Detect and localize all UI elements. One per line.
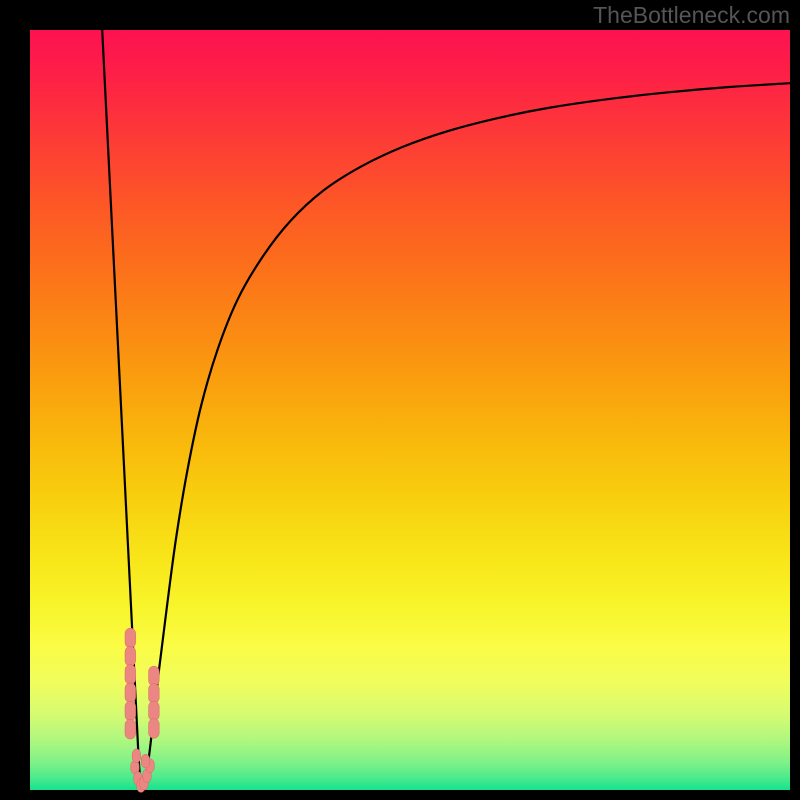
data-marker [125, 628, 136, 648]
chart-svg [0, 0, 800, 800]
data-marker [125, 719, 136, 739]
data-marker [149, 701, 160, 721]
watermark-label: TheBottleneck.com [593, 2, 790, 29]
bottleneck-chart: TheBottleneck.com [0, 0, 800, 800]
data-marker [149, 666, 160, 686]
data-marker [132, 749, 141, 763]
data-marker [125, 683, 136, 703]
data-marker [125, 646, 136, 666]
data-marker [149, 719, 160, 739]
data-marker [149, 684, 160, 704]
data-marker [125, 701, 136, 721]
data-marker [125, 665, 136, 685]
data-marker [141, 754, 150, 768]
